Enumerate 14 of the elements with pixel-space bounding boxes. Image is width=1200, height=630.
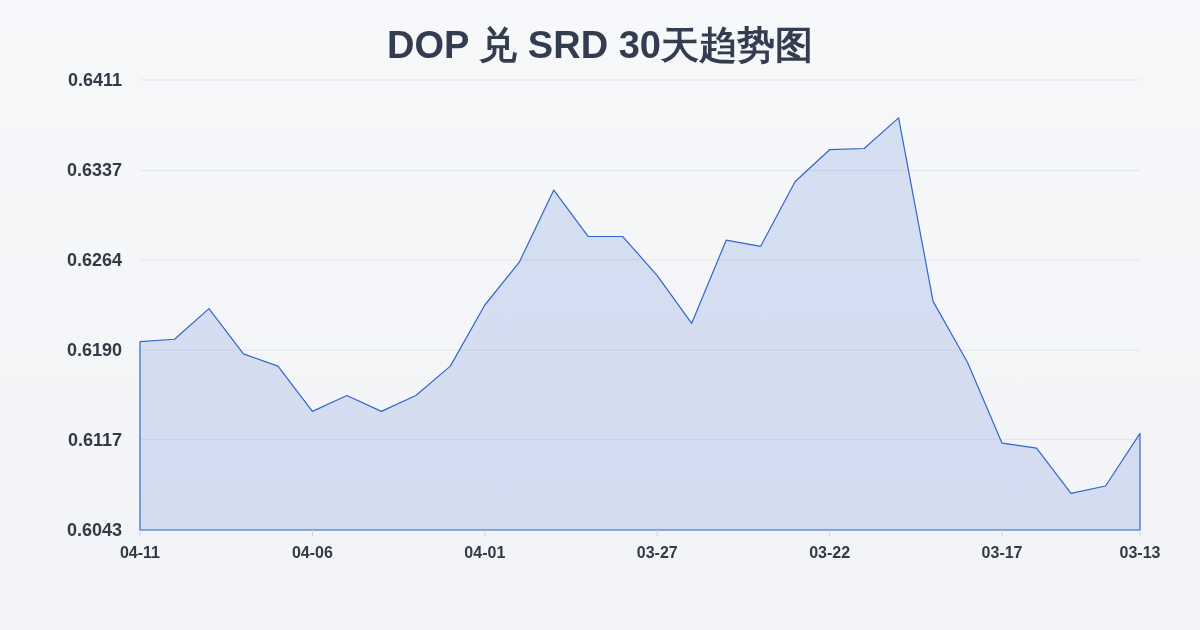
x-tick-label: 04-11 (119, 543, 161, 561)
x-tick-label: 03-17 (981, 543, 1023, 561)
chart-title: DOP 兑 SRD 30天趋势图 (387, 24, 813, 66)
y-tick-label: 0.6117 (67, 429, 122, 450)
x-tick-label: 03-22 (809, 543, 851, 561)
y-tick-label: 0.6411 (67, 70, 122, 90)
x-tick-label: 03-27 (636, 543, 678, 561)
x-tick-label: 03-13 (1119, 543, 1161, 561)
y-tick-label: 0.6043 (66, 520, 122, 540)
x-tick-label: 04-06 (291, 543, 333, 561)
y-tick-label: 0.6337 (66, 160, 122, 181)
x-tick-label: 04-01 (464, 543, 506, 561)
y-tick-label: 0.6264 (66, 249, 122, 270)
y-tick-label: 0.6190 (66, 340, 122, 361)
